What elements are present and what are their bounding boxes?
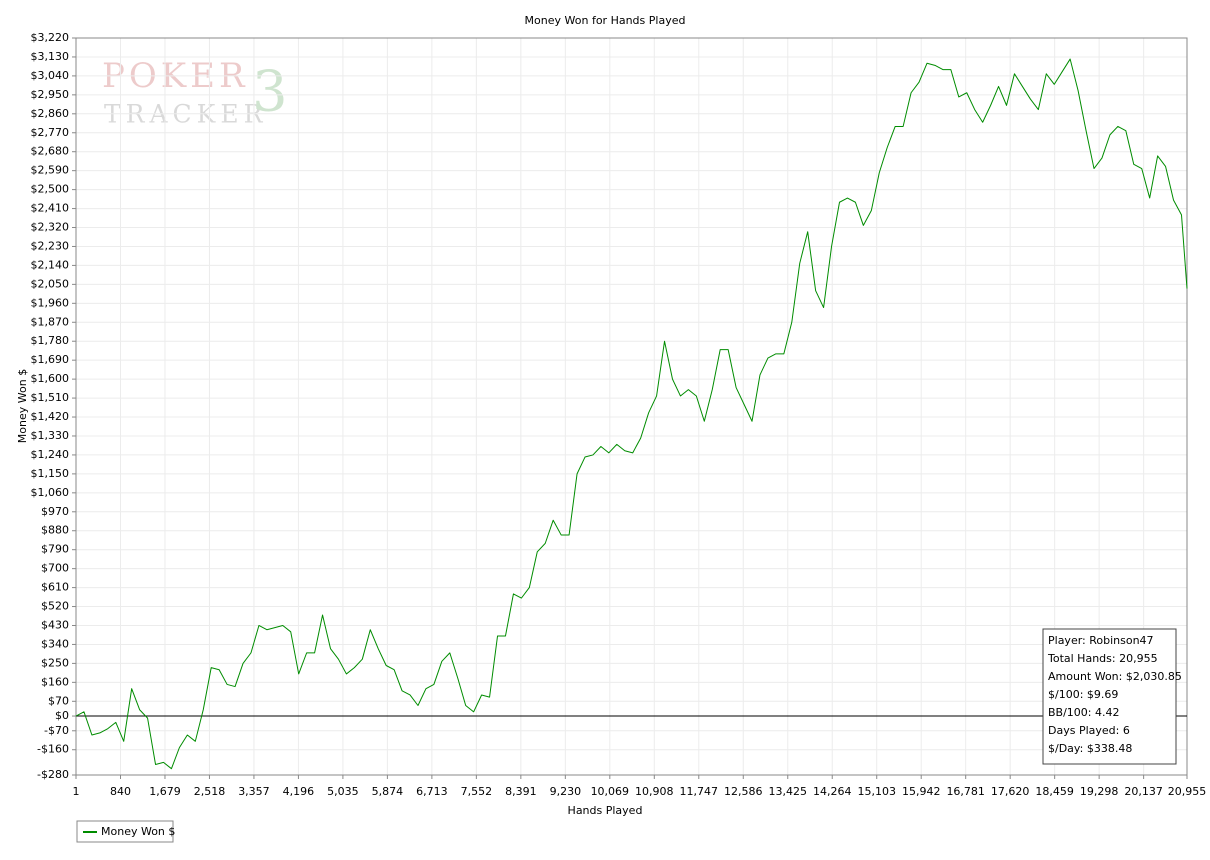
y-tick-label: $2,950 [31, 88, 70, 101]
legend: Money Won $ [76, 820, 175, 843]
y-tick-label: $2,680 [31, 145, 70, 158]
x-tick-label: 15,942 [902, 785, 941, 798]
y-tick-label: $1,240 [31, 448, 70, 461]
x-tick-label: 15,103 [857, 785, 896, 798]
y-tick-label: $2,590 [31, 164, 70, 177]
y-tick-label: $1,600 [31, 372, 70, 385]
y-tick-label: $1,060 [31, 486, 70, 499]
x-tick-label: 2,518 [194, 785, 226, 798]
x-tick-label: 19,298 [1080, 785, 1119, 798]
x-tick-label: 12,586 [724, 785, 763, 798]
y-tick-label: $790 [41, 543, 69, 556]
x-axis-label: Hands Played [568, 804, 643, 817]
stats-line: Amount Won: $2,030.85 [1048, 670, 1182, 683]
chart-title: Money Won for Hands Played [525, 14, 686, 27]
x-tick-label: 5,874 [372, 785, 404, 798]
y-tick-label: $520 [41, 600, 69, 613]
x-tick-label: 7,552 [461, 785, 493, 798]
y-tick-label: $1,870 [31, 315, 70, 328]
legend-frame [76, 820, 174, 843]
x-tick-label: 3,357 [238, 785, 270, 798]
data [75, 58, 1188, 770]
y-tick-label: $700 [41, 562, 69, 575]
x-tick-label: 6,713 [416, 785, 448, 798]
y-tick-label: $610 [41, 581, 69, 594]
x-tick-label: 20,137 [1124, 785, 1163, 798]
x-tick-label: 5,035 [327, 785, 359, 798]
y-tick-label: -$70 [44, 724, 69, 737]
y-tick-label: $0 [55, 709, 69, 722]
x-tick-label: 840 [110, 785, 131, 798]
watermark-text: 3 [252, 60, 288, 125]
stats-box-frame [1042, 628, 1177, 765]
y-tick-label: $160 [41, 675, 69, 688]
y-tick-label: -$160 [37, 743, 69, 756]
y-tick-label: $1,780 [31, 334, 70, 347]
x-tick-label: 4,196 [283, 785, 315, 798]
x-tick-label: 1,679 [149, 785, 181, 798]
y-tick-label: $2,410 [31, 202, 70, 215]
stats-line: BB/100: 4.42 [1048, 706, 1120, 719]
x-tick-label: 13,425 [769, 785, 808, 798]
y-tick-label: $2,140 [31, 258, 70, 271]
y-tick-label: $3,220 [31, 31, 70, 44]
x-tick-label: 16,781 [946, 785, 985, 798]
y-tick-label: $880 [41, 524, 69, 537]
stats-line: $/100: $9.69 [1048, 688, 1118, 701]
x-tick-label: 17,620 [991, 785, 1030, 798]
stats-box: Player: Robinson47 Total Hands: 20,955 Amo… [1042, 628, 1182, 765]
data-line [75, 58, 1188, 770]
stats-line: Days Played: 6 [1048, 724, 1130, 737]
y-tick-label: $340 [41, 637, 69, 650]
y-tick-label: $3,130 [31, 50, 70, 63]
y-tick-label: $2,860 [31, 107, 70, 120]
legend-label: Money Won $ [101, 825, 175, 838]
y-tick-label: $2,770 [31, 126, 70, 139]
y-tick-label: $1,150 [31, 467, 70, 480]
x-tick-label: 10,069 [591, 785, 630, 798]
x-tick-label: 1 [73, 785, 80, 798]
y-tick-label: -$280 [37, 768, 69, 781]
x-tick-label: 14,264 [813, 785, 852, 798]
stats-line: Player: Robinson47 [1048, 634, 1154, 647]
y-tick-label: $1,960 [31, 296, 70, 309]
x-tick-label: 10,908 [635, 785, 674, 798]
y-tick-label: $250 [41, 656, 69, 669]
y-tick-label: $1,420 [31, 410, 70, 423]
x-tick-label: 8,391 [505, 785, 537, 798]
y-tick-label: $2,320 [31, 221, 70, 234]
grid: -$280 -$160 -$70 $0 $70 $160 $250 $340 $430 $520 $… [31, 31, 1207, 798]
y-tick-label: $430 [41, 618, 69, 631]
y-tick-label: $1,510 [31, 391, 70, 404]
stats-lines: Player: Robinson47 Total Hands: 20,955 Amo… [1047, 634, 1182, 755]
y-tick-label: $1,690 [31, 353, 70, 366]
watermark: POKER TRACKER 3 [102, 56, 288, 129]
x-tick-label: 9,230 [550, 785, 582, 798]
x-tick-label: 18,459 [1035, 785, 1074, 798]
plot-frame [75, 37, 1188, 776]
x-tick-label: 11,747 [680, 785, 719, 798]
y-tick-label: $2,050 [31, 277, 70, 290]
y-tick-label: $3,040 [31, 69, 70, 82]
stats-line: Total Hands: 20,955 [1047, 652, 1158, 665]
y-tick-label: $1,330 [31, 429, 70, 442]
y-tick-label: $2,500 [31, 183, 70, 196]
stats-line: $/Day: $338.48 [1048, 742, 1132, 755]
y-tick-label: $70 [48, 694, 69, 707]
x-tick-label: 20,955 [1168, 785, 1207, 798]
y-tick-label: $970 [41, 505, 69, 518]
y-axis-label: Money Won $ [16, 369, 29, 443]
y-tick-label: $2,230 [31, 239, 70, 252]
